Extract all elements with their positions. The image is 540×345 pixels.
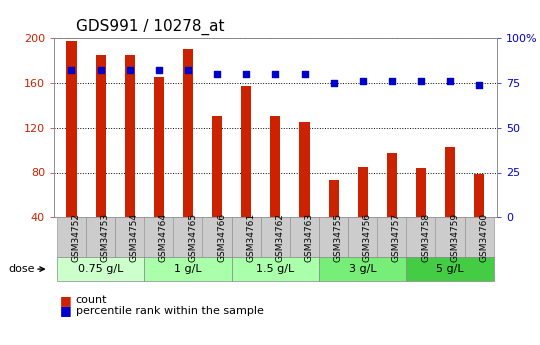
Text: ■: ■ bbox=[59, 294, 71, 307]
Text: GSM34757: GSM34757 bbox=[392, 213, 401, 262]
Text: dose: dose bbox=[8, 264, 35, 274]
Point bbox=[475, 82, 484, 87]
Bar bbox=[125, 55, 135, 217]
Text: GSM34752: GSM34752 bbox=[71, 213, 80, 262]
Point bbox=[242, 71, 251, 77]
Bar bbox=[66, 41, 77, 217]
Text: GSM34764: GSM34764 bbox=[159, 213, 168, 262]
Text: 1.5 g/L: 1.5 g/L bbox=[256, 264, 294, 274]
Text: GSM34756: GSM34756 bbox=[363, 213, 372, 262]
Text: GSM34759: GSM34759 bbox=[450, 213, 459, 262]
Bar bbox=[416, 168, 426, 217]
Bar bbox=[357, 167, 368, 217]
Point bbox=[67, 68, 76, 73]
Bar bbox=[328, 180, 339, 217]
Bar bbox=[387, 154, 397, 217]
Text: 0.75 g/L: 0.75 g/L bbox=[78, 264, 123, 274]
Bar bbox=[474, 174, 484, 217]
Bar bbox=[96, 55, 106, 217]
Point bbox=[125, 68, 134, 73]
Bar bbox=[212, 116, 222, 217]
Text: GDS991 / 10278_at: GDS991 / 10278_at bbox=[76, 19, 225, 35]
Bar bbox=[445, 147, 455, 217]
Point bbox=[154, 68, 163, 73]
Point bbox=[446, 78, 455, 84]
Text: GSM34761: GSM34761 bbox=[246, 213, 255, 262]
Point bbox=[329, 80, 338, 86]
Text: GSM34760: GSM34760 bbox=[480, 213, 488, 262]
Text: GSM34765: GSM34765 bbox=[188, 213, 197, 262]
Point bbox=[184, 68, 192, 73]
Bar bbox=[154, 77, 164, 217]
Text: GSM34762: GSM34762 bbox=[275, 213, 285, 262]
Text: 1 g/L: 1 g/L bbox=[174, 264, 202, 274]
Text: GSM34763: GSM34763 bbox=[305, 213, 314, 262]
Point bbox=[417, 78, 426, 84]
Point bbox=[213, 71, 221, 77]
Point bbox=[271, 71, 280, 77]
Bar bbox=[271, 116, 280, 217]
Bar bbox=[300, 122, 309, 217]
Text: GSM34758: GSM34758 bbox=[421, 213, 430, 262]
Text: GSM34766: GSM34766 bbox=[217, 213, 226, 262]
Point bbox=[96, 68, 105, 73]
Text: GSM34754: GSM34754 bbox=[130, 213, 139, 262]
Text: percentile rank within the sample: percentile rank within the sample bbox=[76, 306, 264, 315]
Point bbox=[300, 71, 309, 77]
Text: 5 g/L: 5 g/L bbox=[436, 264, 464, 274]
Point bbox=[388, 78, 396, 84]
Bar bbox=[183, 49, 193, 217]
Bar bbox=[241, 86, 251, 217]
Text: count: count bbox=[76, 295, 107, 305]
Text: ■: ■ bbox=[59, 304, 71, 317]
Text: GSM34753: GSM34753 bbox=[100, 213, 110, 262]
Text: 3 g/L: 3 g/L bbox=[349, 264, 376, 274]
Text: GSM34755: GSM34755 bbox=[334, 213, 343, 262]
Point bbox=[359, 78, 367, 84]
